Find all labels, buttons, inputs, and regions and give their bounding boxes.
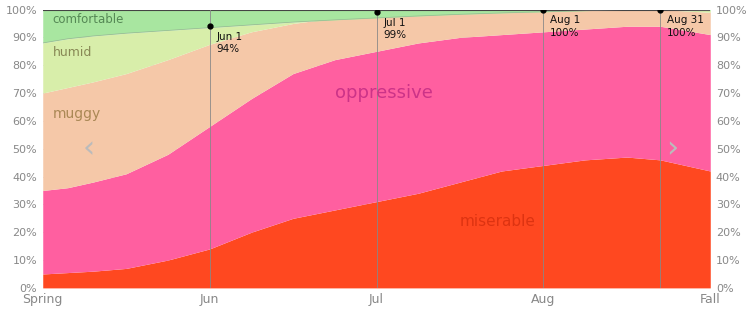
Text: comfortable: comfortable [53,13,124,26]
Text: ›: › [666,134,679,163]
Text: Aug 1
100%: Aug 1 100% [550,15,581,37]
Text: humid: humid [53,46,92,59]
Text: Jun 1
94%: Jun 1 94% [216,32,242,54]
Text: ‹: ‹ [83,134,95,163]
Text: muggy: muggy [53,107,101,121]
Text: Jul 1
99%: Jul 1 99% [383,18,407,40]
Text: Aug 31
100%: Aug 31 100% [667,15,704,37]
Text: oppressive: oppressive [335,84,433,102]
Text: miserable: miserable [460,214,536,229]
